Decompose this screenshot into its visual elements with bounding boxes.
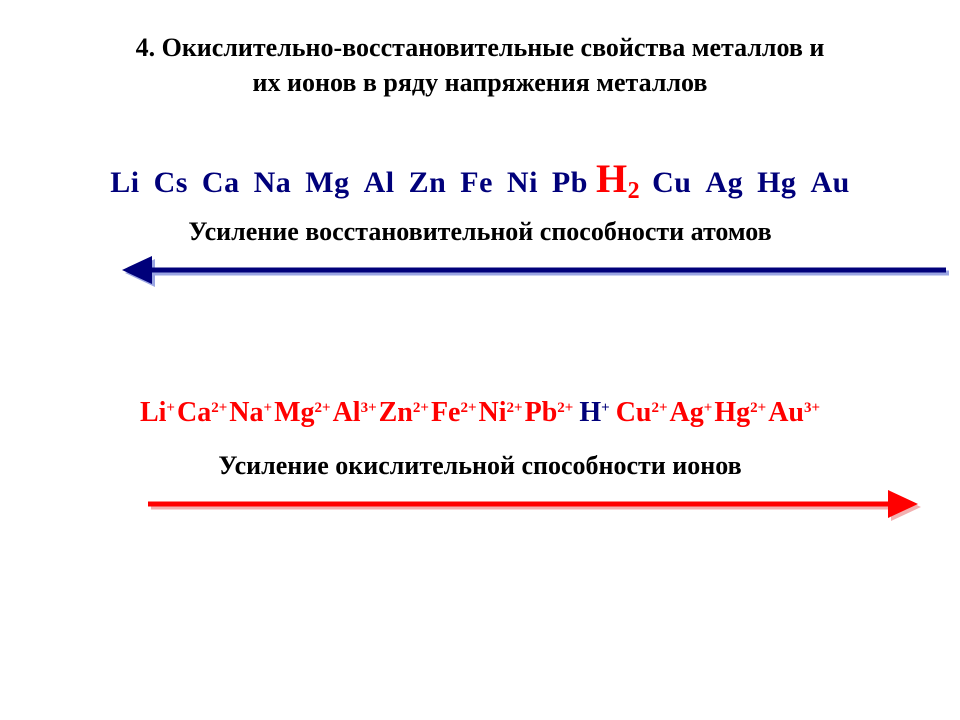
atom-hg: Hg xyxy=(757,166,796,199)
ion-hg: Hg2+ xyxy=(714,397,766,428)
atom-zn: Zn xyxy=(409,166,447,199)
atom-na: Na xyxy=(254,166,292,199)
ion-zn: Zn2+ xyxy=(379,397,429,428)
activity-series-atoms: Li Cs Ca Na Mg Al Zn Fe Ni PbH2 Cu Ag Hg Au xyxy=(30,155,930,205)
atom-ca: Ca xyxy=(202,166,240,199)
ion-ni: Ni2+ xyxy=(479,397,523,428)
ion-cu: Cu2+ xyxy=(616,397,668,428)
ion-fe: Fe2+ xyxy=(431,397,477,428)
ion-h: H+ xyxy=(579,397,609,428)
atom-mg: Mg xyxy=(305,166,349,199)
atom-cs: Cs xyxy=(154,166,188,199)
atom-al: Al xyxy=(364,166,395,199)
caption-atoms: Усиление восстановительной способности а… xyxy=(30,217,930,247)
title-line-1: 4. Окислительно-восстановительные свойст… xyxy=(136,33,825,62)
ion-mg: Mg2+ xyxy=(274,397,331,428)
ion-ca: Ca2+ xyxy=(177,397,227,428)
atom-h2: H2 xyxy=(596,156,640,201)
atom-ni: Ni xyxy=(507,166,538,199)
arrow-ions xyxy=(30,487,930,521)
arrow-atoms xyxy=(30,253,930,287)
ion-al: Al3+ xyxy=(333,397,377,428)
activity-series-ions: Li+Ca2+Na+Mg2+Al3+Zn2+Fe2+Ni2+Pb2+H+Cu2+… xyxy=(30,397,930,429)
ion-ag: Ag+ xyxy=(670,397,713,428)
atom-cu: Cu xyxy=(652,166,691,199)
ion-li: Li+ xyxy=(140,397,175,428)
atom-fe: Fe xyxy=(460,166,493,199)
ions-block: Li+Ca2+Na+Mg2+Al3+Zn2+Fe2+Ni2+Pb2+H+Cu2+… xyxy=(30,397,930,521)
atom-pb: Pb xyxy=(552,166,588,199)
ion-au: Au3+ xyxy=(768,397,820,428)
ion-pb: Pb2+ xyxy=(525,397,574,428)
page-title: 4. Окислительно-восстановительные свойст… xyxy=(30,30,930,100)
ion-na: Na+ xyxy=(229,397,272,428)
atom-ag: Ag xyxy=(705,166,743,199)
atom-au: Au xyxy=(810,166,849,199)
caption-ions: Усиление окислительной способности ионов xyxy=(30,451,930,481)
title-line-2: их ионов в ряду напряжения металлов xyxy=(253,68,708,97)
slide-page: 4. Окислительно-восстановительные свойст… xyxy=(0,0,960,720)
atom-li: Li xyxy=(110,166,139,199)
atoms-block: Li Cs Ca Na Mg Al Zn Fe Ni PbH2 Cu Ag Hg Au Усиление … xyxy=(30,155,930,287)
